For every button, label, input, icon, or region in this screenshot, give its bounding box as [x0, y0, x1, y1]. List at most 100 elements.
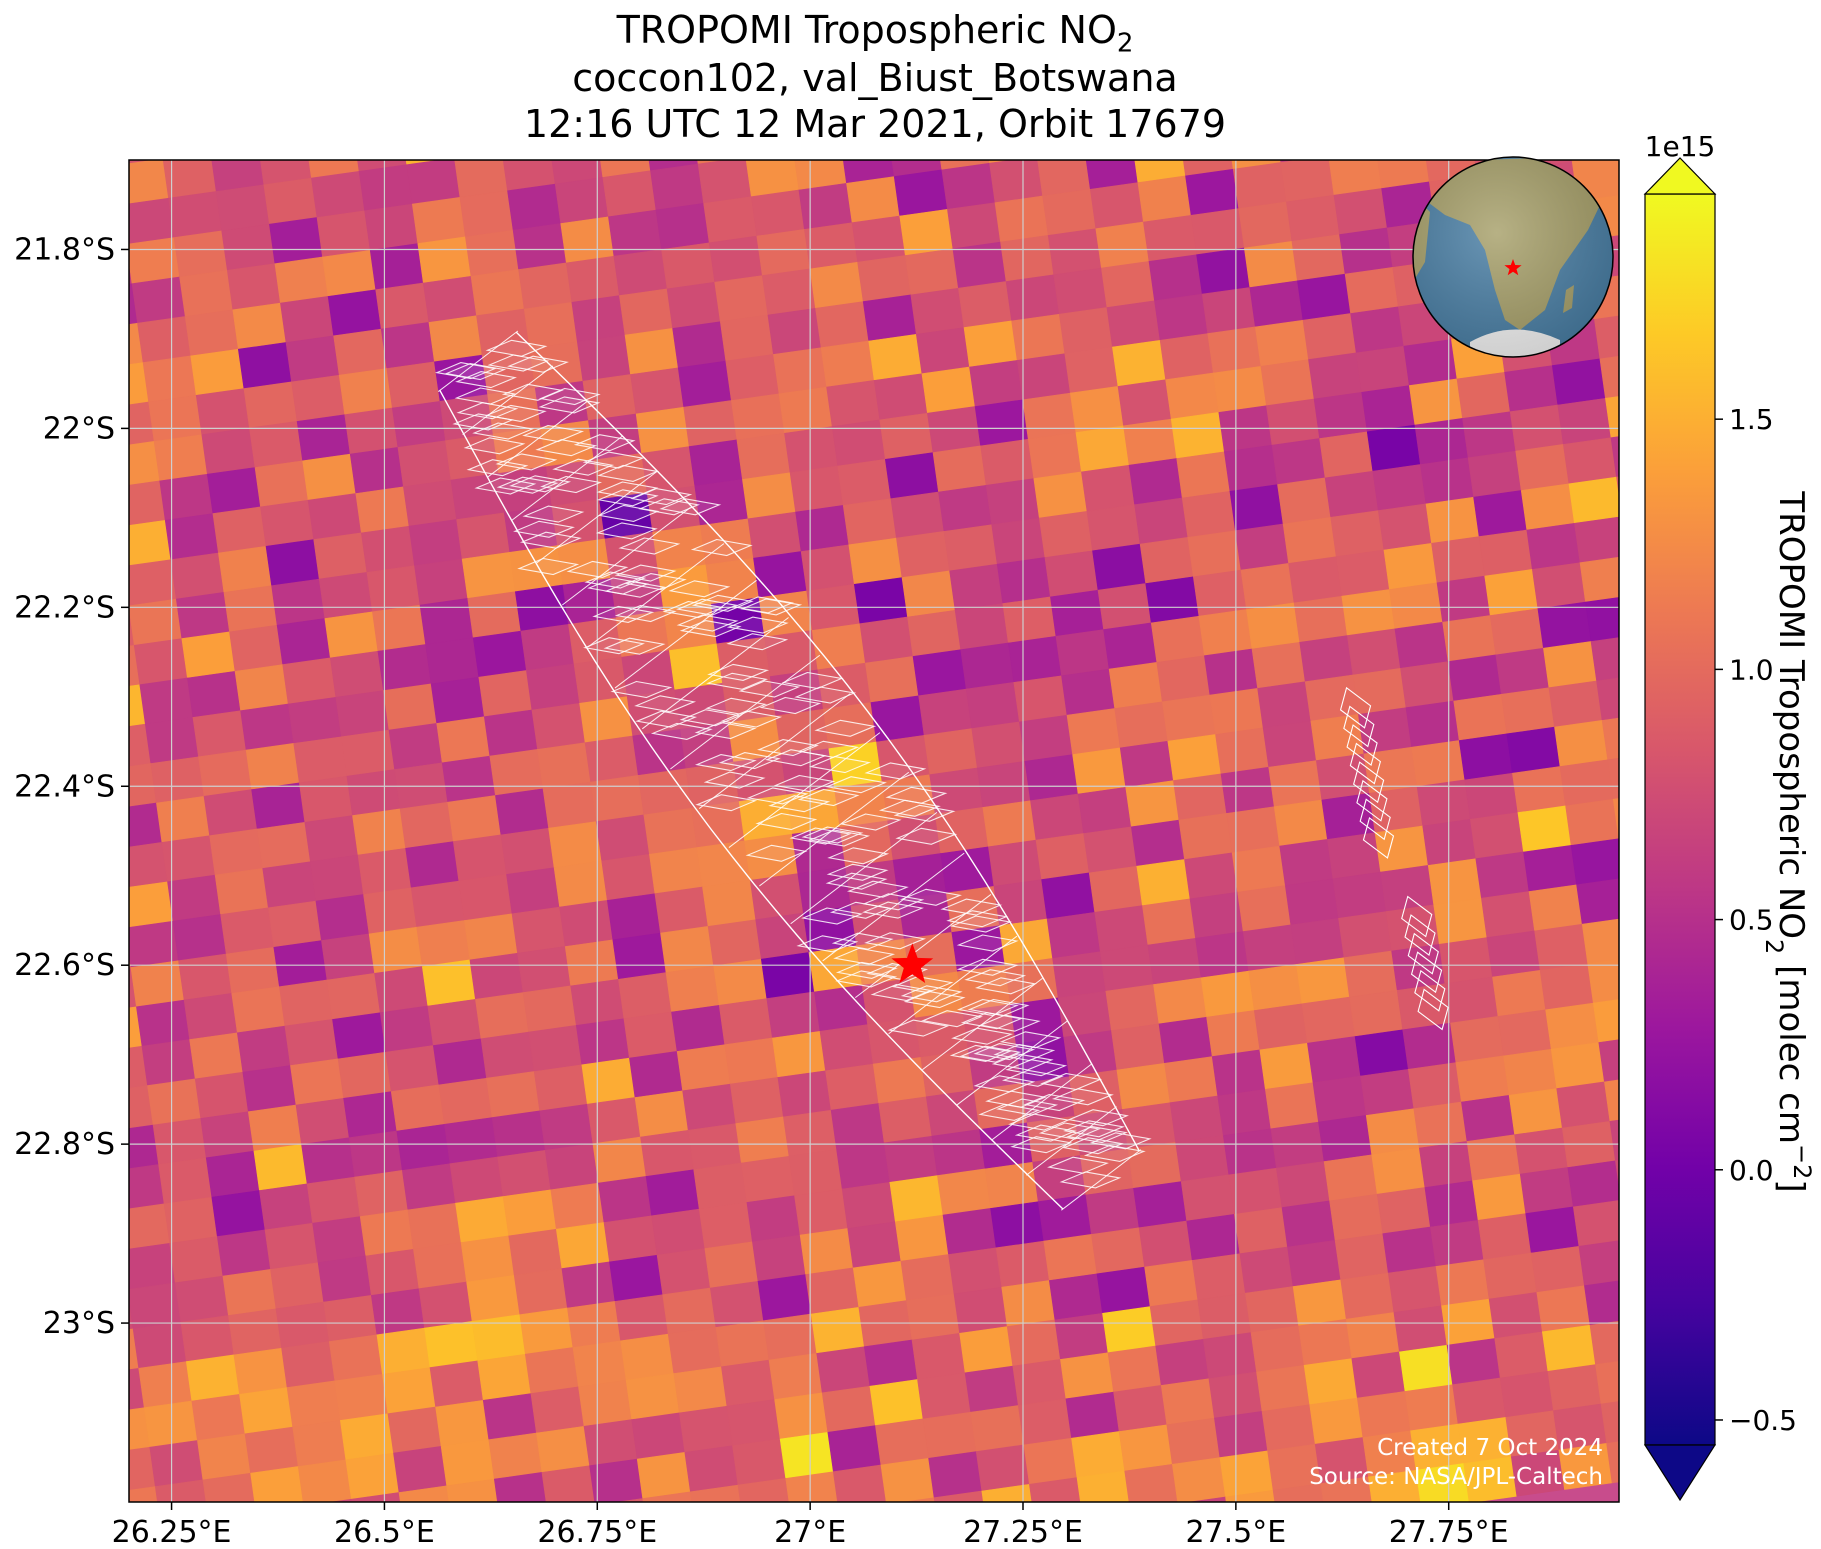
tropomi-pixel — [1222, 1128, 1277, 1176]
tropomi-pixel — [332, 1012, 387, 1060]
tropomi-pixel — [1147, 937, 1202, 985]
tropomi-pixel — [567, 1301, 621, 1348]
tropomi-pixel — [212, 506, 267, 554]
tropomi-pixel — [630, 367, 685, 415]
tropomi-pixel — [688, 439, 743, 487]
tropomi-pixel — [1514, 83, 1567, 129]
tropomi-pixel — [1377, 160, 1430, 189]
tropomi-pixel — [173, 230, 228, 278]
tropomi-pixel — [1182, 160, 1234, 177]
ftir-footprint-cell — [1083, 1144, 1146, 1162]
tropomi-pixel — [1414, 418, 1469, 465]
tropomi-pixel — [1592, 999, 1619, 1043]
tropomi-pixel — [541, 1465, 595, 1502]
tropomi-pixel — [348, 1130, 403, 1178]
tropomi-pixel — [831, 419, 886, 467]
tropomi-pixel — [469, 952, 524, 1000]
ftir-footprint-cell — [610, 680, 673, 699]
tropomi-pixel — [74, 1250, 127, 1296]
tropomi-pixel — [1069, 386, 1124, 433]
tropomi-pixel — [1413, 1101, 1468, 1149]
tropomi-pixel — [42, 330, 95, 376]
tropomi-pixel — [471, 1314, 526, 1362]
tropomi-pixel — [1461, 1094, 1515, 1142]
tropomi-pixel — [697, 160, 729, 165]
tropomi-pixel — [467, 591, 522, 639]
tropomi-pixel — [1105, 984, 1160, 1031]
tropomi-pixel — [815, 301, 870, 349]
tropomi-pixel — [129, 480, 166, 526]
tropomi-pixel — [590, 775, 645, 822]
tropomi-pixel — [954, 603, 1009, 651]
ftir-footprint-crossline — [728, 732, 881, 848]
tropomi-pixel — [1309, 1397, 1364, 1445]
tropomi-pixel — [614, 1294, 669, 1342]
tropomi-pixel — [1038, 511, 1093, 558]
tropomi-pixel — [57, 87, 110, 133]
tropomi-pixel — [1328, 160, 1382, 196]
tropomi-pixel — [253, 1144, 308, 1191]
tropomi-pixel — [1191, 1253, 1246, 1301]
title-line-2: coccon102, val_Biust_Botswana — [572, 56, 1178, 100]
tropomi-pixel — [1266, 398, 1320, 446]
tropomi-pixel — [1554, 720, 1609, 767]
tropomi-pixel — [766, 991, 821, 1039]
tropomi-pixel — [586, 1097, 641, 1145]
tropomi-pixel — [1035, 833, 1090, 880]
tropomi-pixel — [1075, 425, 1130, 473]
tropomi-pixel — [1254, 319, 1309, 367]
tropomi-pixel — [1360, 1068, 1415, 1116]
tropomi-pixel — [988, 839, 1042, 887]
ftir-footprint-cell — [694, 721, 757, 740]
tropomi-pixel — [318, 572, 373, 619]
ftir-footprint-cell — [690, 538, 753, 557]
tropomi-pixel — [1438, 937, 1493, 985]
colorbar-tick-label: −0.5 — [1729, 1404, 1797, 1437]
tropomi-pixel — [211, 1190, 266, 1237]
tropomi-pixel — [937, 1168, 991, 1216]
colorbar-extend-top — [1643, 157, 1717, 195]
tropomi-pixel — [1130, 819, 1185, 867]
tropomi-pixel — [1302, 313, 1357, 360]
tropomi-pixel — [472, 630, 527, 678]
ftir-footprint-cell — [720, 710, 783, 728]
ftir-footprint-cell — [1062, 1137, 1124, 1155]
tropomi-pixel — [682, 1083, 737, 1131]
tropomi-pixel — [1161, 694, 1216, 742]
tropomi-pixel — [1106, 300, 1161, 348]
tropomi-pixel — [260, 160, 312, 186]
ftir-footprint-cell — [676, 614, 739, 632]
tropomi-pixel — [1007, 635, 1062, 683]
tropomi-pixel — [931, 1129, 986, 1176]
tropomi-pixel — [609, 1254, 664, 1302]
title-main: TROPOMI Tropospheric NO — [616, 8, 1117, 52]
tropomi-pixel — [1155, 1338, 1210, 1386]
tropomi-pixel — [411, 197, 466, 244]
tropomi-pixel — [256, 1506, 309, 1549]
tropomi-pixel — [483, 709, 538, 757]
ftir-footprint-cell — [768, 795, 831, 813]
tropomi-pixel — [875, 1418, 929, 1466]
tropomi-pixel — [1280, 160, 1301, 163]
tropomi-pixel — [327, 289, 382, 337]
ftir-footprint-cell — [595, 522, 658, 540]
tropomi-pixel — [667, 1327, 722, 1374]
tropomi-pixel — [129, 160, 157, 164]
tropomi-pixel — [279, 979, 333, 1027]
tropomi-pixel — [852, 1260, 907, 1308]
ftir-footprint-cell — [978, 1014, 1041, 1032]
tropomi-pixel — [502, 1189, 557, 1237]
tropomi-pixel — [432, 1038, 487, 1086]
tropomi-pixel — [1249, 280, 1304, 328]
tropomi-pixel — [943, 524, 998, 572]
tropomi-pixel — [636, 1452, 691, 1499]
lat-lon-gridlines — [129, 160, 1619, 1502]
tropomi-pixel — [364, 203, 419, 251]
tropomi-pixel — [988, 160, 1015, 164]
ftir-footprint-cell — [659, 498, 722, 516]
ftir-footprint-cell — [1417, 988, 1449, 1031]
tropomi-pixel — [879, 412, 934, 460]
tropomi-pixel — [129, 723, 152, 767]
tropomi-pixel — [634, 1090, 689, 1138]
tropomi-pixel — [721, 1359, 775, 1407]
